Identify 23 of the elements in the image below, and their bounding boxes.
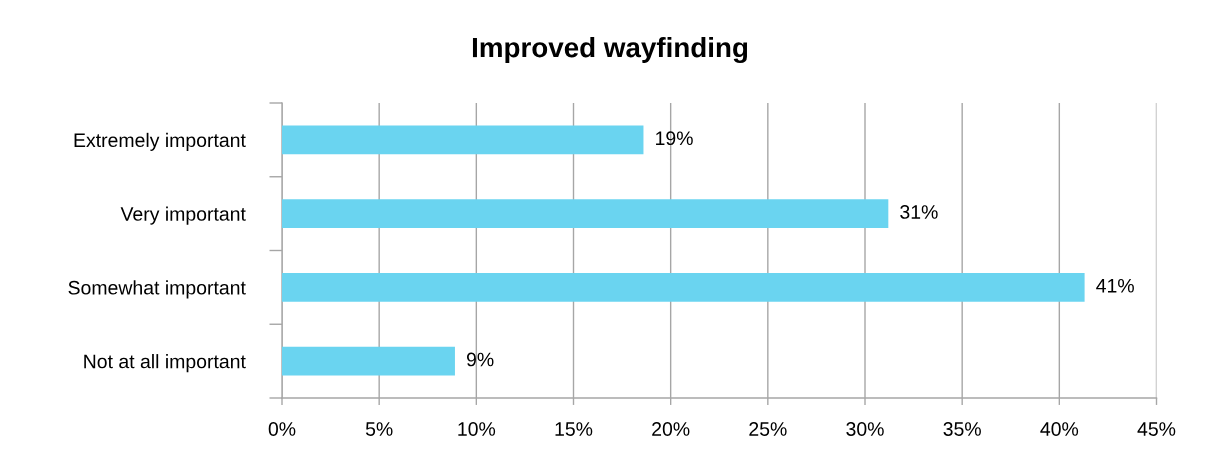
data-label: 9% (466, 352, 494, 367)
x-tick-label: 5% (365, 422, 393, 436)
bar (282, 199, 889, 229)
x-tick-label: 15% (555, 422, 593, 436)
bar (282, 272, 1085, 302)
bar (282, 125, 644, 155)
x-tick-label: 10% (458, 422, 496, 436)
y-tick-label: Somewhat important (68, 280, 246, 299)
data-label: 41% (1096, 278, 1134, 293)
data-label: 31% (900, 205, 938, 219)
x-tick-label: 20% (652, 422, 690, 436)
data-label: 19% (656, 131, 693, 146)
x-tick-label: 35% (943, 422, 981, 436)
y-tick-label: Not at all important (84, 354, 246, 373)
bar (282, 346, 455, 376)
x-tick-label: 30% (846, 422, 884, 436)
y-tick-label: Extremely important (74, 132, 246, 151)
x-tick-label: 45% (1137, 422, 1176, 436)
y-tick-label: Very important (120, 206, 246, 225)
x-tick-label: 40% (1040, 422, 1079, 436)
x-tick-label: 0% (268, 422, 296, 436)
chart-title: Improved wayfinding (472, 36, 748, 64)
x-tick-label: 25% (749, 422, 787, 436)
